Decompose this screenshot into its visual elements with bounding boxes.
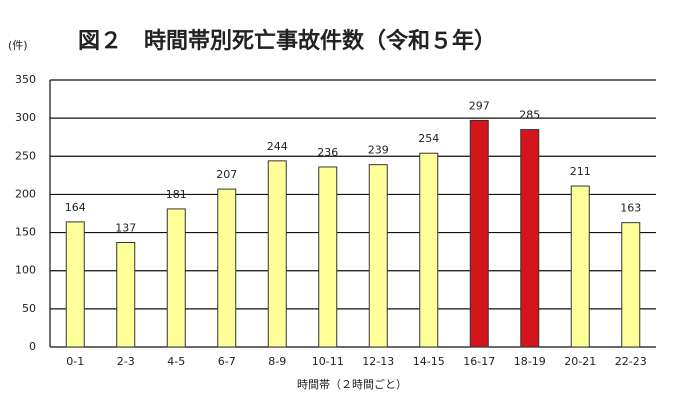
x-tick-label: 12-13 <box>362 355 394 368</box>
y-axis-label: (件) <box>8 39 28 52</box>
bar <box>520 129 540 348</box>
y-tick-label: 350 <box>15 73 36 86</box>
value-label: 244 <box>267 140 288 153</box>
bar <box>166 208 186 348</box>
value-label: 285 <box>519 109 540 122</box>
y-tick-label: 200 <box>15 187 36 200</box>
value-label: 211 <box>570 165 591 178</box>
y-tick-label: 0 <box>29 340 36 353</box>
y-tick-label: 150 <box>15 226 36 239</box>
value-label: 137 <box>115 221 136 234</box>
x-tick-label: 16-17 <box>463 355 495 368</box>
bar <box>267 160 287 348</box>
x-tick-label: 14-15 <box>413 355 445 368</box>
bar <box>65 221 85 348</box>
bar <box>469 119 489 348</box>
y-tick-label: 250 <box>15 149 36 162</box>
chart-title: 図２ 時間帯別死亡事故件数（令和５年） <box>78 28 496 54</box>
value-label: 207 <box>216 168 237 181</box>
y-tick-label: 100 <box>15 264 36 277</box>
value-label: 164 <box>65 201 86 214</box>
x-tick-label: 20-21 <box>564 355 596 368</box>
value-label: 181 <box>166 188 187 201</box>
bar <box>217 188 237 348</box>
value-label: 236 <box>317 146 338 159</box>
value-label: 297 <box>469 99 490 112</box>
x-tick-label: 2-3 <box>117 355 135 368</box>
x-tick-label: 4-5 <box>167 355 185 368</box>
bar <box>570 185 590 348</box>
x-tick-label: 22-23 <box>615 355 647 368</box>
value-label: 163 <box>620 202 641 215</box>
x-tick-label: 8-9 <box>268 355 286 368</box>
bar <box>419 152 439 348</box>
value-label: 239 <box>368 144 389 157</box>
x-tick-label: 18-19 <box>514 355 546 368</box>
x-tick-label: 10-11 <box>312 355 344 368</box>
x-axis-label: 時間帯（２時間ごと） <box>297 377 407 391</box>
bar <box>621 222 641 348</box>
value-label: 254 <box>418 132 439 145</box>
y-tick-label: 300 <box>15 111 36 124</box>
bar <box>318 166 338 348</box>
bar <box>368 164 388 348</box>
x-tick-label: 6-7 <box>218 355 236 368</box>
bar <box>116 241 136 348</box>
y-tick-label: 50 <box>22 302 36 315</box>
x-tick-label: 0-1 <box>66 355 84 368</box>
